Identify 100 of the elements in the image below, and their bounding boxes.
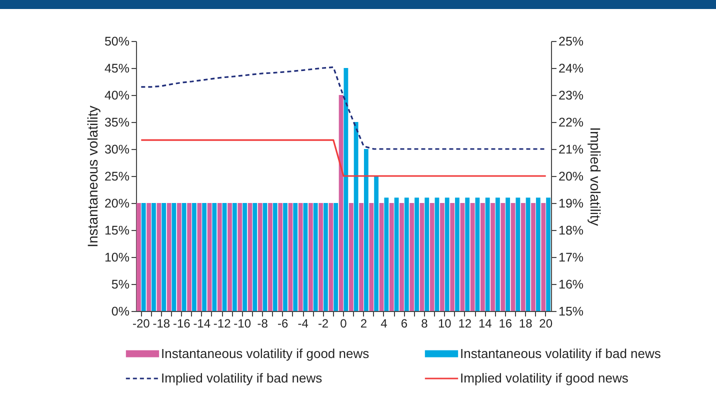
x-tick-label: -16	[172, 316, 191, 330]
bar	[136, 203, 141, 311]
x-tick-label: 20	[539, 316, 553, 330]
bar	[444, 198, 450, 311]
bar	[182, 203, 186, 311]
bar	[141, 203, 146, 311]
bar	[496, 198, 500, 311]
bar	[475, 198, 480, 311]
bar	[506, 198, 510, 311]
bar	[541, 203, 546, 311]
bar	[430, 203, 434, 311]
bar	[232, 203, 237, 311]
x-tick-label: -10	[234, 316, 252, 330]
y-tick-label: 40%	[104, 88, 130, 102]
bar	[510, 203, 516, 311]
bar	[359, 203, 364, 311]
bar	[212, 203, 217, 311]
bar	[197, 203, 202, 311]
bar	[470, 203, 475, 311]
y-tick-label: 0%	[111, 304, 130, 318]
bar	[546, 198, 550, 311]
y-tick-label: 30%	[104, 142, 130, 156]
bar	[202, 203, 207, 311]
y-tick-label: 45%	[104, 62, 130, 76]
bar	[424, 198, 430, 311]
bar	[536, 198, 540, 311]
x-tick-label: 2	[360, 316, 368, 330]
bar	[146, 203, 152, 311]
x-tick-label: -14	[193, 316, 211, 330]
x-tick-label: 12	[458, 316, 472, 330]
bar	[242, 203, 247, 311]
bar	[526, 198, 530, 311]
x-tick-label: 14	[478, 316, 492, 330]
y-tick-label: 35%	[104, 116, 130, 130]
bar	[217, 203, 222, 311]
bar	[262, 203, 268, 311]
x-tick-label: -8	[257, 316, 268, 330]
bar	[172, 203, 176, 311]
legend-label: Implied volatility if good news	[460, 370, 629, 386]
bar	[207, 203, 212, 311]
x-tick-label: 8	[421, 316, 428, 330]
bar	[500, 203, 506, 311]
bar	[455, 198, 460, 311]
y-tick-label: 10%	[104, 250, 130, 264]
x-tick-label: 6	[400, 316, 408, 330]
y-tick-label: 50%	[104, 34, 130, 48]
bar	[324, 203, 328, 311]
bar	[384, 198, 389, 311]
bar	[252, 203, 258, 311]
bar	[516, 198, 520, 311]
bar	[531, 203, 536, 311]
x-tick-label: -18	[152, 316, 170, 330]
line-series	[140, 66, 547, 150]
bar	[465, 198, 470, 311]
bar	[338, 95, 344, 311]
x-tick-label: -20	[132, 316, 150, 330]
bar	[450, 203, 455, 311]
bar	[278, 203, 283, 311]
bar	[434, 198, 440, 311]
bar	[344, 68, 348, 311]
x-tick-label: -12	[213, 316, 232, 330]
bar	[152, 203, 156, 311]
bar	[348, 203, 354, 311]
bar	[222, 203, 227, 311]
bar	[288, 203, 293, 311]
bar	[298, 203, 303, 311]
bar	[293, 203, 298, 311]
bar	[313, 203, 318, 311]
bar	[308, 203, 313, 311]
bar	[238, 203, 242, 311]
y-tick-label: 5%	[111, 278, 130, 292]
x-tick-label: -6	[277, 316, 288, 330]
bar	[490, 203, 496, 311]
bar	[410, 203, 414, 311]
bar	[187, 203, 192, 311]
y-tick-label: 20%	[104, 196, 130, 210]
bar	[400, 203, 404, 311]
x-tick-label: 4	[380, 316, 388, 330]
bar	[440, 203, 444, 311]
y2-tick-label: 21%	[558, 142, 584, 156]
y-axis-title: Instantaneous volatility	[84, 106, 100, 248]
x-tick-label: -2	[318, 316, 329, 330]
legend-label: Implied volatility if bad news	[161, 370, 323, 386]
bar	[303, 203, 308, 311]
bar	[404, 198, 409, 311]
legend-label: Instantaneous volatility if good news	[161, 346, 370, 361]
y-tick-label: 25%	[104, 170, 130, 184]
bar	[228, 203, 232, 311]
y2-tick-label: 25%	[558, 34, 584, 48]
bar	[328, 203, 334, 311]
y2-axis-title: Implied volatility	[588, 127, 604, 226]
bar	[318, 203, 324, 311]
bar	[369, 203, 374, 311]
bar	[394, 198, 399, 311]
bar	[272, 203, 278, 311]
y2-tick-label: 15%	[558, 304, 584, 318]
bar	[480, 203, 485, 311]
bar	[248, 203, 252, 311]
y2-tick-label: 20%	[558, 170, 584, 184]
y-tick-label: 15%	[104, 224, 130, 238]
